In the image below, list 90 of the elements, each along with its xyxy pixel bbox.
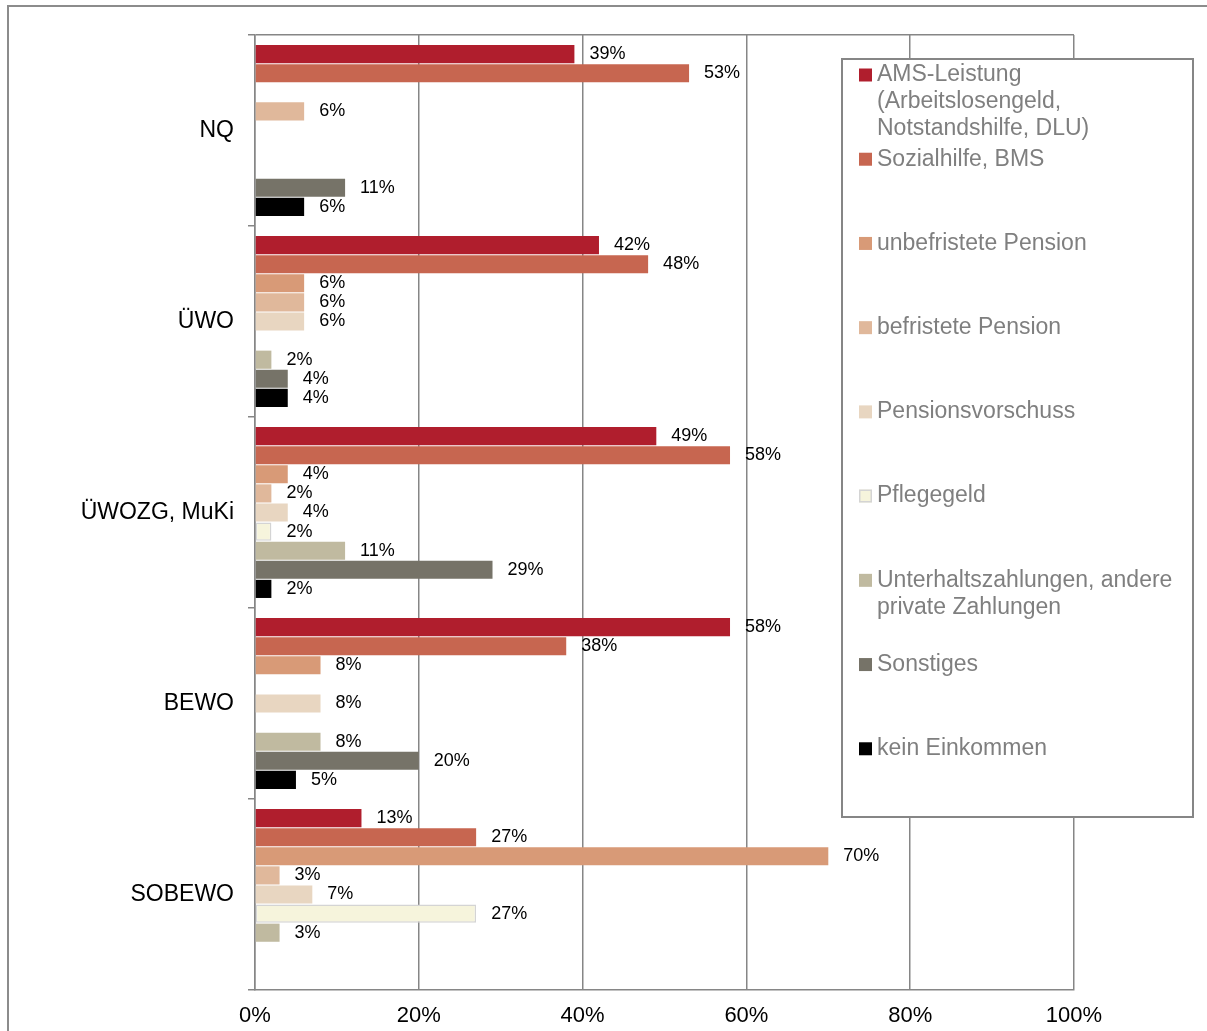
data-label: 53%: [704, 62, 741, 83]
y-tick-label: BEWO: [163, 688, 234, 715]
data-label: 27%: [491, 902, 528, 923]
data-label: 2%: [286, 482, 313, 503]
bar: [255, 274, 305, 293]
bar: [255, 255, 649, 274]
x-tick-label: 80%: [888, 1002, 933, 1028]
data-label: 3%: [294, 921, 321, 942]
bar: [255, 350, 272, 369]
data-label: 8%: [335, 730, 362, 751]
bar: [255, 45, 575, 64]
data-label: 8%: [335, 654, 362, 675]
data-label: 4%: [302, 386, 329, 407]
data-label: 4%: [302, 463, 329, 484]
bar: [255, 484, 272, 503]
data-label: 29%: [507, 558, 544, 579]
bar: [255, 618, 731, 637]
bar: [255, 656, 321, 675]
legend-label: Sonstiges: [877, 649, 979, 676]
data-label: 70%: [843, 845, 880, 866]
data-label: 6%: [319, 291, 346, 312]
data-label: 6%: [319, 195, 346, 216]
data-label: 8%: [335, 692, 362, 713]
legend-label: befristete Pension: [877, 313, 1062, 340]
legend-label: kein Einkommen: [877, 734, 1048, 761]
bar: [255, 732, 321, 751]
y-tick-label: ÜWO: [177, 306, 234, 333]
data-label: 49%: [671, 425, 708, 446]
data-label: 6%: [319, 272, 346, 293]
data-label: 6%: [319, 100, 346, 121]
legend-label: AMS-Leistung (Arbeitslosengeld, Notstandshilfe, DLU): [877, 60, 1090, 141]
x-tick-label: 60%: [724, 1002, 769, 1028]
x-tick-label: 100%: [1045, 1002, 1103, 1028]
bar: [255, 560, 493, 579]
data-label: 13%: [376, 807, 413, 828]
data-label: 48%: [663, 253, 700, 274]
bar: [255, 694, 321, 713]
bar: [255, 388, 288, 407]
data-label: 2%: [286, 520, 313, 541]
bar: [255, 427, 657, 446]
bar: [255, 465, 288, 484]
legend-label: Pflegegeld: [877, 481, 986, 508]
data-label: 4%: [302, 501, 329, 522]
bar: [255, 885, 313, 904]
bar: [255, 293, 305, 312]
legend-label: Unterhaltszahlungen, andere private Zahlungen: [877, 565, 1173, 619]
bar: [255, 847, 829, 866]
bar: [255, 828, 477, 847]
bar: [255, 923, 280, 942]
bar: [255, 236, 599, 255]
data-label: 2%: [286, 577, 313, 598]
bar: [255, 197, 305, 216]
data-label: 4%: [302, 367, 329, 388]
bar: [255, 102, 305, 121]
data-label: 5%: [310, 768, 337, 789]
bar: [255, 751, 419, 770]
y-tick-label: NQ: [199, 115, 234, 142]
bar: [255, 637, 567, 656]
bar: [255, 770, 296, 789]
legend-label: unbefristete Pension: [877, 228, 1087, 255]
x-tick-label: 0%: [239, 1002, 271, 1028]
x-tick-label: 20%: [396, 1002, 441, 1028]
legend-label: Sozialhilfe, BMS: [877, 144, 1045, 171]
bar: [255, 541, 346, 560]
data-label: 38%: [581, 635, 618, 656]
y-tick-label: SOBEWO: [130, 879, 234, 906]
data-label: 11%: [360, 539, 395, 560]
bar: [255, 809, 362, 828]
x-tick-label: 40%: [560, 1002, 605, 1028]
y-tick-label: ÜWOZG, MuKi: [80, 497, 234, 524]
data-label: 20%: [433, 749, 470, 770]
bar: [255, 503, 288, 522]
bar: [255, 312, 305, 331]
bar: [255, 369, 288, 388]
legend-label: Pensionsvorschuss: [877, 397, 1076, 424]
data-label: 6%: [319, 310, 346, 331]
bar: [255, 178, 346, 197]
bar: [255, 866, 280, 885]
data-label: 58%: [745, 616, 782, 637]
bar: [255, 579, 272, 598]
bar: [255, 64, 690, 83]
data-label: 58%: [745, 444, 782, 465]
data-label: 39%: [589, 43, 626, 64]
data-label: 2%: [286, 348, 313, 369]
data-label: 3%: [294, 864, 321, 885]
bar: [255, 446, 731, 465]
data-label: 42%: [613, 234, 651, 255]
data-label: 11%: [360, 176, 395, 197]
data-label: 7%: [327, 883, 354, 904]
data-label: 27%: [491, 826, 528, 847]
